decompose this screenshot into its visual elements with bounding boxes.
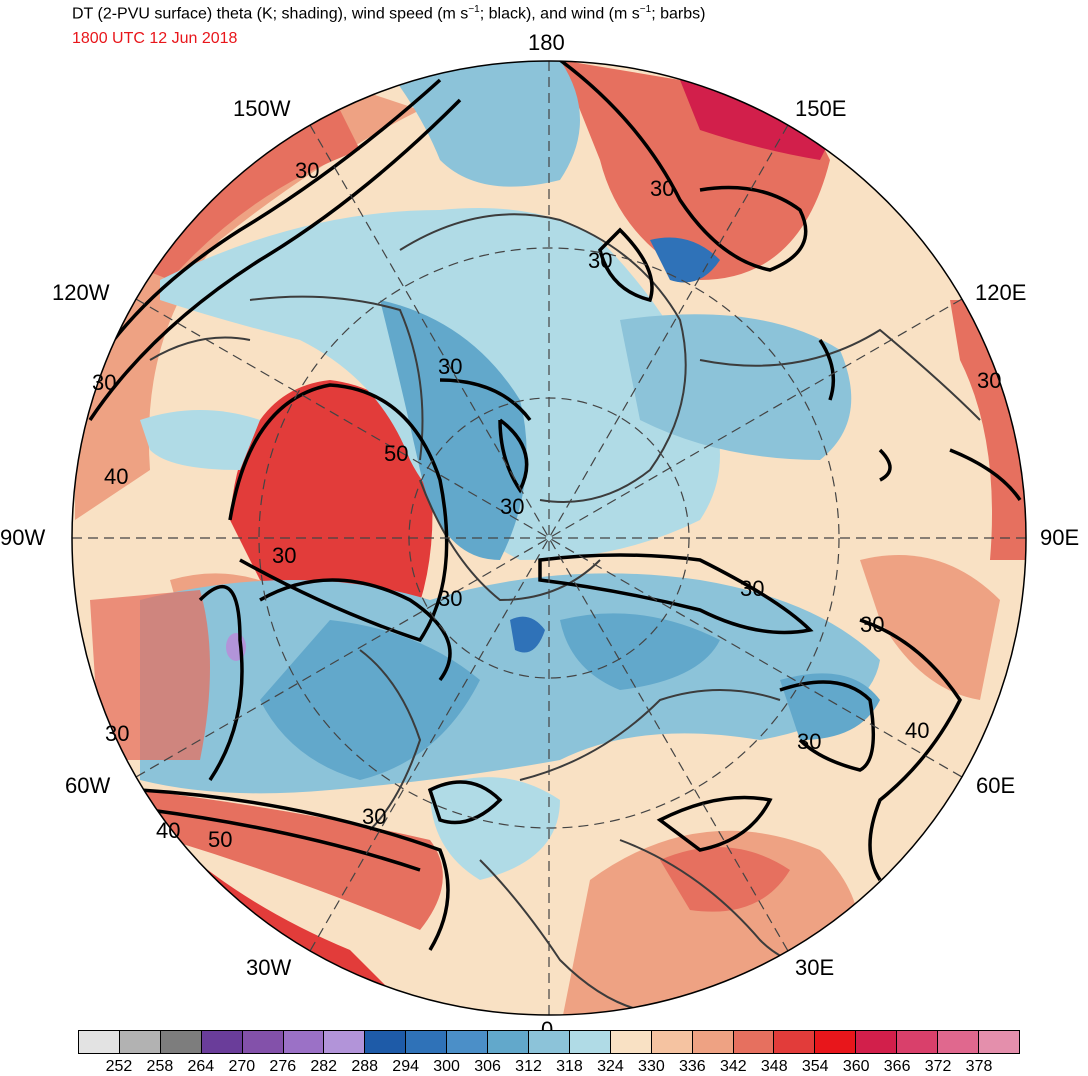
colorbar-tick-label: 264 — [187, 1058, 215, 1075]
colorbar-tick-label: 258 — [146, 1058, 174, 1075]
svg-text:30: 30 — [797, 729, 821, 754]
colorbar-tick-label: 312 — [515, 1058, 542, 1075]
lon-label-120w: 120W — [52, 280, 110, 305]
lon-label-90w: 90W — [0, 525, 46, 550]
svg-text:30: 30 — [105, 721, 129, 746]
lon-label-30w: 30W — [246, 955, 292, 980]
svg-text:30: 30 — [977, 368, 1001, 393]
svg-text:30: 30 — [438, 354, 462, 379]
colorbar-tick-label: 276 — [269, 1058, 297, 1075]
colorbar-tick-label: 306 — [474, 1058, 501, 1075]
theta-shading — [72, 61, 1026, 1015]
colorbar-swatch — [978, 1031, 1019, 1053]
svg-text:40: 40 — [156, 818, 180, 843]
svg-text:40: 40 — [905, 718, 929, 743]
lon-label-90e: 90E — [1040, 525, 1080, 550]
colorbar-swatch — [324, 1031, 366, 1053]
colorbar-swatch — [119, 1031, 161, 1053]
svg-text:30: 30 — [740, 576, 764, 601]
colorbar-swatch — [283, 1031, 325, 1053]
map-boundary — [71, 60, 1027, 1016]
svg-text:30: 30 — [272, 543, 296, 568]
colorbar-swatch — [897, 1031, 939, 1053]
svg-text:50: 50 — [384, 441, 408, 466]
lon-label-60w: 60W — [65, 773, 111, 798]
colorbar-swatch — [569, 1031, 611, 1053]
colorbar-swatch — [938, 1031, 979, 1053]
svg-text:30: 30 — [362, 804, 386, 829]
svg-text:30: 30 — [860, 612, 884, 637]
colorbar-swatch — [365, 1031, 407, 1053]
colorbar-swatch — [815, 1031, 857, 1053]
svg-text:30: 30 — [650, 176, 674, 201]
colorbar — [78, 1030, 1020, 1054]
colorbar-swatch — [201, 1031, 243, 1053]
colorbar-swatch — [488, 1031, 529, 1053]
colorbar-tick-label: 348 — [760, 1058, 788, 1075]
colorbar-tick-label: 336 — [678, 1058, 706, 1075]
colorbar-tick-label: 288 — [351, 1058, 379, 1075]
colorbar-ticks: 252 258 264 270 276 282 288 294 300 306 312 318 324 3… — [78, 1058, 1020, 1076]
colorbar-swatch — [242, 1031, 284, 1053]
colorbar-swatch — [528, 1031, 570, 1053]
colorbar-swatch — [651, 1031, 693, 1053]
contour-labels: 30 30 30 30 30 30 30 30 30 30 30 30 30 3… — [92, 158, 1001, 852]
colorbar-tick-label: 294 — [392, 1058, 419, 1075]
colorbar-tick-label: 342 — [719, 1058, 747, 1075]
svg-text:30: 30 — [295, 158, 319, 183]
colorbar-swatch — [774, 1031, 816, 1053]
colorbar-swatch — [856, 1031, 898, 1053]
colorbar-swatch — [733, 1031, 775, 1053]
svg-text:40: 40 — [104, 464, 128, 489]
land-outlines — [149, 213, 981, 1011]
lon-label-150w: 150W — [233, 96, 291, 121]
colorbar-tick-label: 300 — [433, 1058, 460, 1075]
colorbar-tick-label: 252 — [105, 1058, 133, 1075]
lon-label-60e: 60E — [976, 773, 1016, 798]
colorbar-swatch — [160, 1031, 202, 1053]
svg-text:50: 50 — [208, 827, 232, 852]
svg-text:30: 30 — [588, 248, 612, 273]
lon-label-150e: 150E — [795, 96, 847, 121]
colorbar-swatch — [610, 1031, 652, 1053]
colorbar-tick-label: 330 — [638, 1058, 665, 1075]
colorbar-tick-label: 360 — [842, 1058, 870, 1075]
colorbar-tick-label: 282 — [310, 1058, 338, 1075]
colorbar-swatch — [406, 1031, 448, 1053]
svg-text:30: 30 — [92, 370, 116, 395]
lon-label-120e: 120E — [975, 280, 1027, 305]
map-title: DT (2-PVU surface) theta (K; shading), w… — [72, 4, 706, 23]
svg-text:30: 30 — [500, 494, 524, 519]
lon-label-30e: 30E — [795, 955, 835, 980]
colorbar-swatch — [447, 1031, 489, 1053]
colorbar-tick-label: 372 — [924, 1058, 952, 1075]
colorbar-tick-label: 366 — [883, 1058, 911, 1075]
valid-time: 1800 UTC 12 Jun 2018 — [72, 30, 238, 47]
lon-label-180: 180 — [528, 30, 565, 55]
colorbar-swatch — [79, 1031, 120, 1053]
svg-text:30: 30 — [438, 586, 462, 611]
graticule — [72, 61, 1026, 1015]
colorbar-tick-label: 318 — [556, 1058, 583, 1075]
colorbar-swatch — [692, 1031, 734, 1053]
colorbar-tick-label: 270 — [228, 1058, 256, 1075]
colorbar-tick-label: 378 — [965, 1058, 993, 1075]
colorbar-tick-label: 354 — [801, 1058, 829, 1075]
wind-speed-contours — [78, 61, 1022, 951]
colorbar-tick-label: 324 — [597, 1058, 624, 1075]
